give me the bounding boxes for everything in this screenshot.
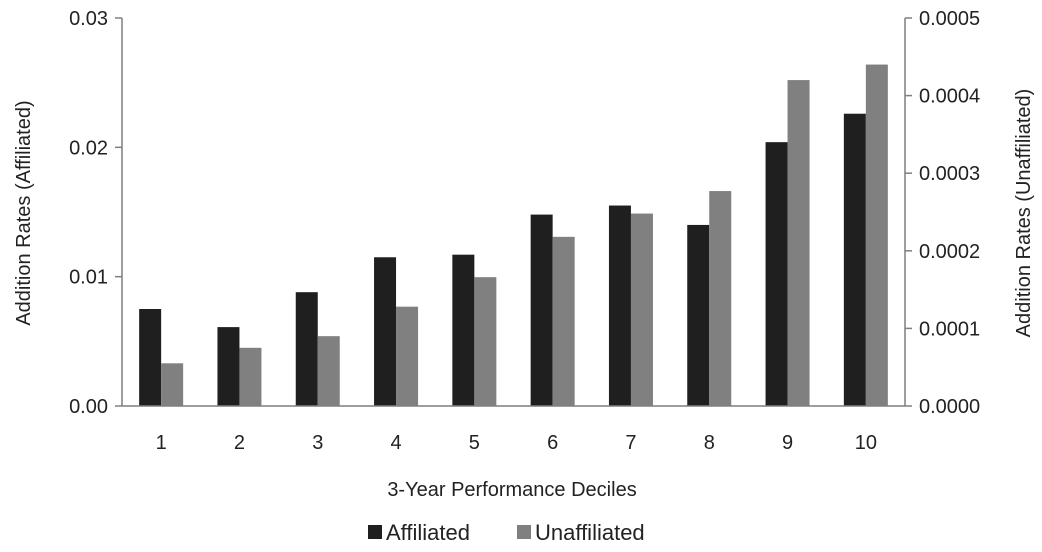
legend-label-unaffiliated: Unaffiliated <box>535 520 645 545</box>
bar-affiliated <box>687 224 710 406</box>
bar-unaffiliated <box>787 80 810 406</box>
x-tick-label: 2 <box>234 432 245 454</box>
bar-affiliated <box>608 205 631 406</box>
left-y-tick-label: 0.01 <box>69 267 108 289</box>
x-tick-label: 8 <box>704 432 715 454</box>
x-axis-title: 3-Year Performance Deciles <box>387 479 636 501</box>
legend-label-affiliated: Affiliated <box>386 520 470 545</box>
right-y-ticks: 0.0000 0.0001 0.0002 0.0003 0.0004 0.0005 <box>905 8 980 418</box>
axes <box>121 18 906 407</box>
x-tick-label: 6 <box>547 432 558 454</box>
left-y-axis-title: Addition Rates (Affiliated) <box>13 100 35 325</box>
bar-unaffiliated <box>865 64 888 406</box>
x-ticks: 1 2 3 4 5 6 7 8 9 10 <box>156 432 877 454</box>
bar-affiliated <box>139 309 162 406</box>
bar-unaffiliated <box>396 306 419 406</box>
right-y-tick-label: 0.0002 <box>919 241 980 263</box>
bar-unaffiliated <box>630 213 653 406</box>
x-tick-label: 10 <box>855 432 877 454</box>
bar-unaffiliated <box>239 347 262 406</box>
legend: Affiliated Unaffiliated <box>368 520 645 545</box>
bar-affiliated <box>765 142 788 406</box>
x-tick-label: 7 <box>625 432 636 454</box>
right-y-tick-label: 0.0000 <box>919 396 980 418</box>
bar-affiliated <box>530 214 553 406</box>
bar-unaffiliated <box>161 363 184 406</box>
legend-swatch-unaffiliated <box>517 525 531 539</box>
right-y-tick-label: 0.0003 <box>919 163 980 185</box>
bar-unaffiliated <box>317 336 340 406</box>
x-tick-label: 3 <box>312 432 323 454</box>
bar-affiliated <box>843 113 866 406</box>
left-y-tick-label: 0.00 <box>69 396 108 418</box>
bar-affiliated <box>374 257 397 406</box>
left-y-tick-label: 0.03 <box>69 8 108 30</box>
left-y-ticks: 0.00 0.01 0.02 0.03 <box>69 8 122 418</box>
x-tick-label: 1 <box>156 432 167 454</box>
x-tick-label: 5 <box>469 432 480 454</box>
bar-affiliated <box>452 254 475 406</box>
right-y-tick-label: 0.0001 <box>919 318 980 340</box>
x-tick-label: 9 <box>782 432 793 454</box>
x-tick-label: 4 <box>390 432 401 454</box>
bar-unaffiliated <box>709 191 732 406</box>
legend-swatch-affiliated <box>368 525 382 539</box>
right-y-tick-label: 0.0005 <box>919 8 980 30</box>
bar-unaffiliated <box>552 236 575 406</box>
left-y-tick-label: 0.02 <box>69 137 108 159</box>
plot-area <box>139 64 888 406</box>
bar-affiliated <box>295 292 318 406</box>
bar-affiliated <box>217 327 240 406</box>
right-y-tick-label: 0.0004 <box>919 86 980 108</box>
right-y-axis-title: Addition Rates (Unaffiliated) <box>1013 89 1035 338</box>
bar-unaffiliated <box>474 277 497 406</box>
